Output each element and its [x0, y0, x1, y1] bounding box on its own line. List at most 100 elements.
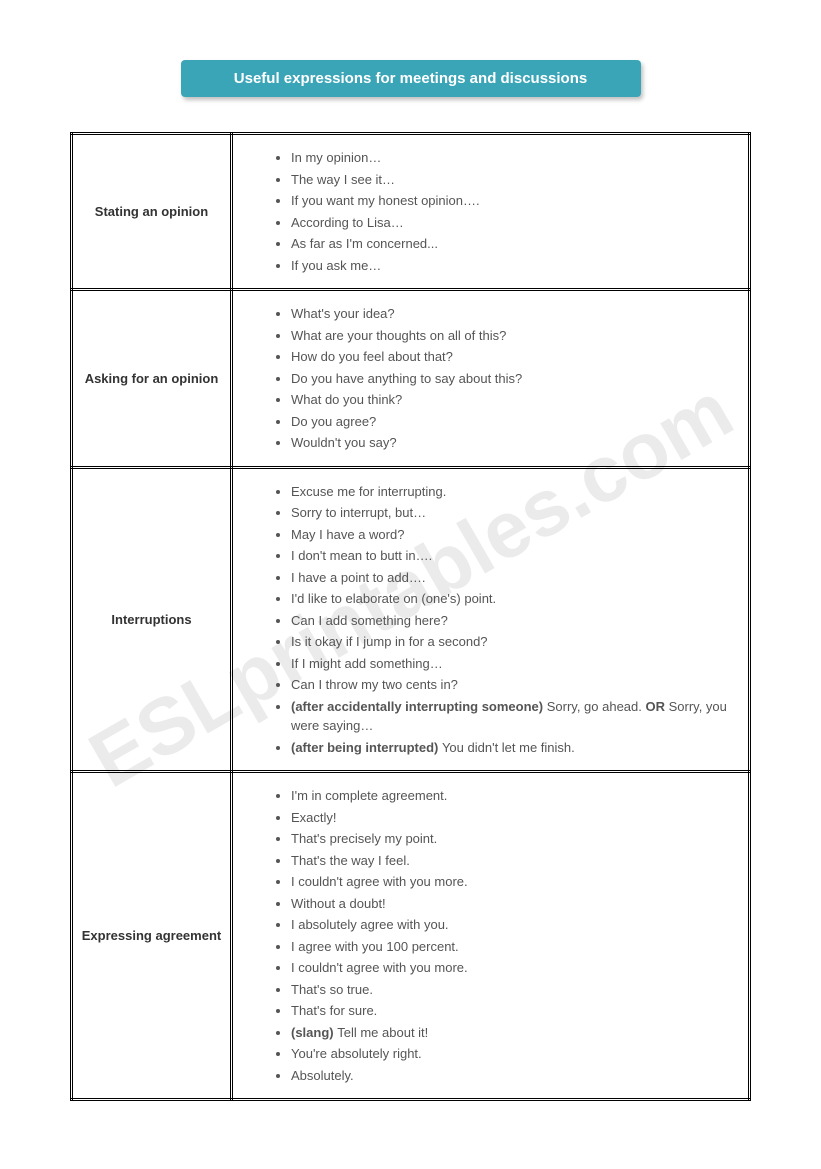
item-text: If I might add something…: [291, 656, 443, 671]
item-text: Do you have anything to say about this?: [291, 371, 522, 386]
item-text: As far as I'm concerned...: [291, 236, 438, 251]
expression-list: I'm in complete agreement. Exactly! That's…: [241, 785, 740, 1086]
table-row: InterruptionsExcuse me for interrupting.…: [72, 467, 750, 772]
list-item: May I have a word?: [291, 524, 740, 546]
item-text: What are your thoughts on all of this?: [291, 328, 506, 343]
item-text: According to Lisa…: [291, 215, 404, 230]
item-text: Sorry, go ahead.: [547, 699, 646, 714]
list-item: Can I throw my two cents in?: [291, 674, 740, 696]
item-text: The way I see it…: [291, 172, 395, 187]
item-text: Sorry to interrupt, but…: [291, 505, 426, 520]
bold-mid: OR: [645, 699, 665, 714]
item-text: Without a doubt!: [291, 896, 386, 911]
list-item: (slang) Tell me about it!: [291, 1022, 740, 1044]
item-text: Wouldn't you say?: [291, 435, 397, 450]
list-item: Excuse me for interrupting.: [291, 481, 740, 503]
list-item: I'd like to elaborate on (one's) point.: [291, 588, 740, 610]
list-item: That's so true.: [291, 979, 740, 1001]
list-item: In my opinion…: [291, 147, 740, 169]
list-item: Absolutely.: [291, 1065, 740, 1087]
items-cell: What's your idea? What are your thoughts …: [232, 290, 750, 468]
item-text: I couldn't agree with you more.: [291, 960, 468, 975]
list-item: Do you have anything to say about this?: [291, 368, 740, 390]
list-item: I absolutely agree with you.: [291, 914, 740, 936]
table-row: Stating an opinion In my opinion… The way …: [72, 134, 750, 290]
expression-list: Excuse me for interrupting. Sorry to int…: [241, 481, 740, 759]
bold-prefix: (after accidentally interrupting someone…: [291, 699, 547, 714]
list-item: If you want my honest opinion….: [291, 190, 740, 212]
item-text: I don't mean to butt in….: [291, 548, 432, 563]
item-text: Can I throw my two cents in?: [291, 677, 458, 692]
item-text: I absolutely agree with you.: [291, 917, 449, 932]
item-text: That's for sure.: [291, 1003, 377, 1018]
item-text: I have a point to add….: [291, 570, 425, 585]
item-text: Do you agree?: [291, 414, 376, 429]
item-text: In my opinion…: [291, 150, 381, 165]
expressions-table: Stating an opinion In my opinion… The way …: [70, 132, 751, 1101]
list-item: (after being interrupted) You didn't let…: [291, 737, 740, 759]
category-cell: Stating an opinion: [72, 134, 232, 290]
items-cell: Excuse me for interrupting. Sorry to int…: [232, 467, 750, 772]
item-text: How do you feel about that?: [291, 349, 453, 364]
list-item: Exactly!: [291, 807, 740, 829]
item-text: May I have a word?: [291, 527, 404, 542]
list-item: You're absolutely right.: [291, 1043, 740, 1065]
expression-list: What's your idea? What are your thoughts …: [241, 303, 740, 454]
item-text: I couldn't agree with you more.: [291, 874, 468, 889]
list-item: I'm in complete agreement.: [291, 785, 740, 807]
list-item: I agree with you 100 percent.: [291, 936, 740, 958]
table-row: Asking for an opinionWhat's your idea?Wh…: [72, 290, 750, 468]
list-item: That's for sure.: [291, 1000, 740, 1022]
item-text: I'd like to elaborate on (one's) point.: [291, 591, 496, 606]
bold-prefix: (after being interrupted): [291, 740, 442, 755]
list-item: I don't mean to butt in….: [291, 545, 740, 567]
item-text: Absolutely.: [291, 1068, 354, 1083]
list-item: What are your thoughts on all of this?: [291, 325, 740, 347]
list-item: If I might add something…: [291, 653, 740, 675]
list-item: How do you feel about that?: [291, 346, 740, 368]
bold-prefix: (slang): [291, 1025, 337, 1040]
item-text: Excuse me for interrupting.: [291, 484, 446, 499]
list-item: (after accidentally interrupting someone…: [291, 696, 740, 737]
category-cell: Interruptions: [72, 467, 232, 772]
list-item: I have a point to add….: [291, 567, 740, 589]
category-cell: Asking for an opinion: [72, 290, 232, 468]
list-item: If you ask me…: [291, 255, 740, 277]
list-item: Is it okay if I jump in for a second?: [291, 631, 740, 653]
items-cell: I'm in complete agreement. Exactly! That's…: [232, 772, 750, 1100]
content-wrapper: Useful expressions for meetings and disc…: [70, 60, 751, 1101]
item-text: Exactly!: [291, 810, 337, 825]
list-item: Without a doubt!: [291, 893, 740, 915]
category-cell: Expressing agreement: [72, 772, 232, 1100]
item-text: I'm in complete agreement.: [291, 788, 447, 803]
item-text: You didn't let me finish.: [442, 740, 575, 755]
list-item: According to Lisa…: [291, 212, 740, 234]
list-item: Sorry to interrupt, but…: [291, 502, 740, 524]
item-text: What do you think?: [291, 392, 402, 407]
list-item: Can I add something here?: [291, 610, 740, 632]
item-text: I agree with you 100 percent.: [291, 939, 459, 954]
items-cell: In my opinion… The way I see it… If you wa…: [232, 134, 750, 290]
item-text: If you want my honest opinion….: [291, 193, 480, 208]
item-text: What's your idea?: [291, 306, 395, 321]
item-text: Tell me about it!: [337, 1025, 428, 1040]
list-item: That's the way I feel.: [291, 850, 740, 872]
item-text: Can I add something here?: [291, 613, 448, 628]
expression-list: In my opinion… The way I see it… If you wa…: [241, 147, 740, 276]
item-text: You're absolutely right.: [291, 1046, 422, 1061]
list-item: What's your idea?: [291, 303, 740, 325]
list-item: I couldn't agree with you more.: [291, 957, 740, 979]
item-text: That's precisely my point.: [291, 831, 437, 846]
list-item: As far as I'm concerned...: [291, 233, 740, 255]
item-text: That's so true.: [291, 982, 373, 997]
list-item: What do you think?: [291, 389, 740, 411]
list-item: The way I see it…: [291, 169, 740, 191]
list-item: Do you agree?: [291, 411, 740, 433]
list-item: Wouldn't you say?: [291, 432, 740, 454]
item-text: If you ask me…: [291, 258, 381, 273]
list-item: That's precisely my point.: [291, 828, 740, 850]
list-item: I couldn't agree with you more.: [291, 871, 740, 893]
table-row: Expressing agreementI'm in complete agre…: [72, 772, 750, 1100]
page-title: Useful expressions for meetings and disc…: [181, 60, 641, 97]
item-text: That's the way I feel.: [291, 853, 410, 868]
